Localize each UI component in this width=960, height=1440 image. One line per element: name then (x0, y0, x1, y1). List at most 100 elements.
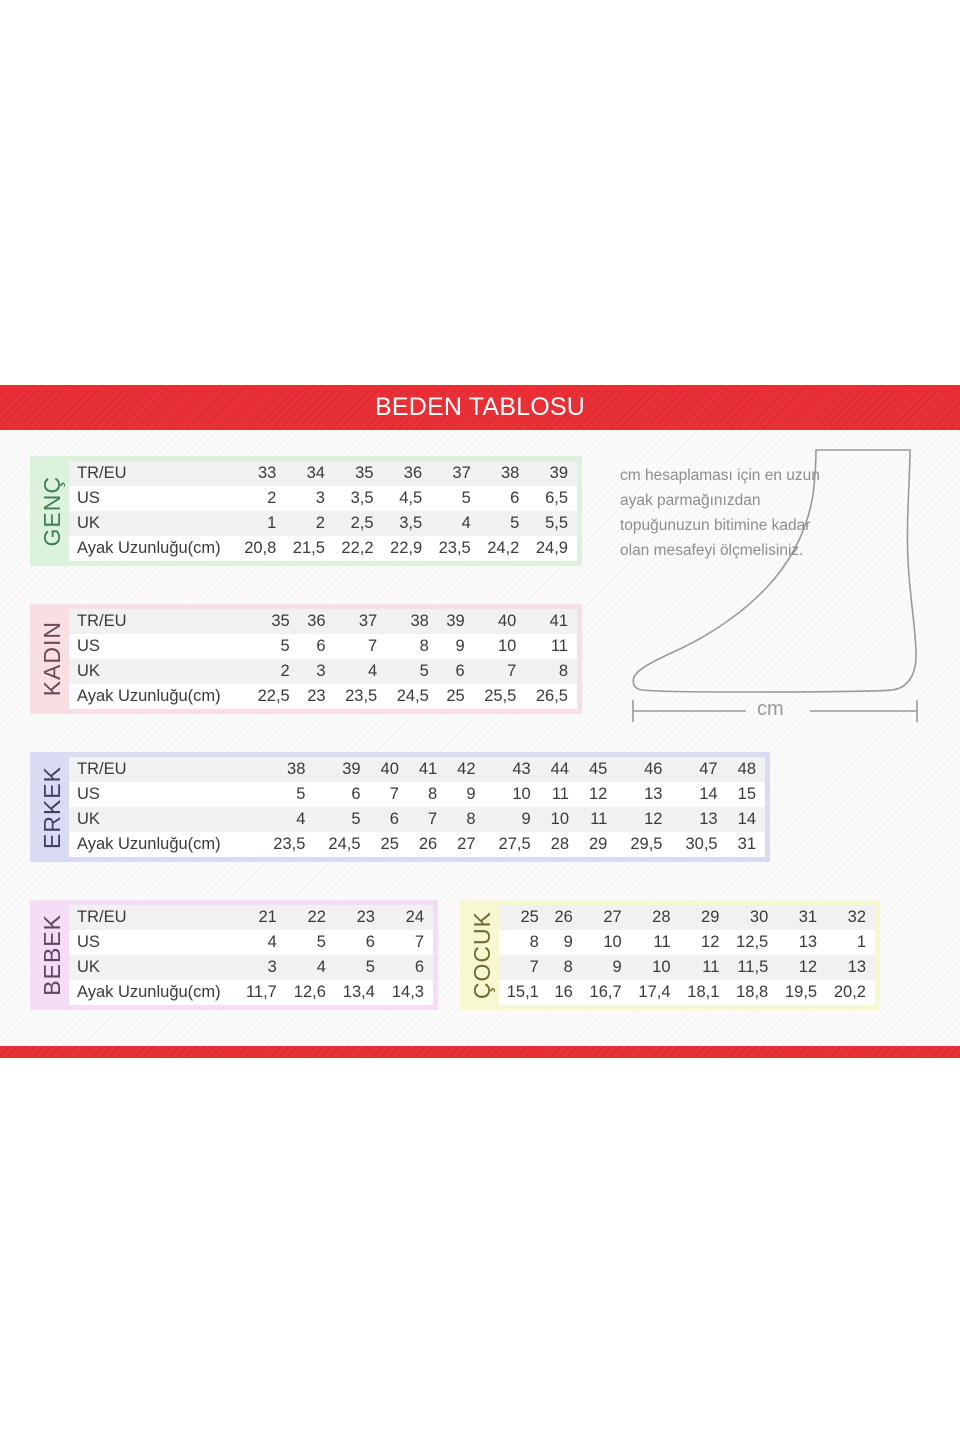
chart-footer-bar (0, 1046, 960, 1058)
size-cell: 48 (726, 757, 765, 782)
size-cell: 9 (446, 782, 485, 807)
size-cell: 23,5 (334, 684, 387, 709)
size-cell: 39 (314, 757, 370, 782)
size-cell: 6 (479, 486, 529, 511)
size-cell: 27 (446, 832, 485, 857)
size-cell: 2 (285, 511, 334, 536)
size-cell: 3 (298, 659, 335, 684)
size-cell: 24 (383, 905, 433, 930)
size-cell: 4 (334, 659, 387, 684)
size-cell: 8 (499, 930, 548, 955)
size-cell: 38 (386, 609, 438, 634)
size-cell: 41 (525, 609, 577, 634)
size-cell: 11,7 (238, 980, 286, 1005)
size-cell: 4 (431, 511, 480, 536)
row-label: US (69, 930, 239, 955)
size-cell: 5 (431, 486, 480, 511)
size-cell: 24,5 (314, 832, 370, 857)
size-cell: 7 (407, 807, 447, 832)
size-cell: 25,5 (473, 684, 526, 709)
size-cell: 21,5 (285, 536, 334, 561)
size-cell: 24,2 (479, 536, 529, 561)
size-cell: 4,5 (382, 486, 432, 511)
table-row: UK 2 3 4 5 6 7 8 (69, 659, 577, 684)
size-cell: 11 (539, 782, 578, 807)
size-cell: 26 (407, 832, 447, 857)
size-cell: 14,3 (383, 980, 433, 1005)
size-cell: 13 (826, 955, 875, 980)
size-cell: 8 (446, 807, 485, 832)
size-cell: 9 (484, 807, 540, 832)
size-cell: 22 (285, 905, 335, 930)
size-cell: 7 (499, 955, 548, 980)
category-label-text: KADIN (38, 621, 65, 697)
size-cell: 8 (525, 659, 577, 684)
size-cell: 3,5 (333, 486, 383, 511)
size-cell: 20,8 (236, 536, 286, 561)
row-label: TR/EU (69, 609, 248, 634)
size-cell: 5,5 (528, 511, 577, 536)
size-cell: 10 (484, 782, 540, 807)
size-cell: 25 (499, 905, 548, 930)
size-cell: 29 (578, 832, 617, 857)
size-cell: 4 (238, 930, 286, 955)
category-label-text: ERKEK (38, 765, 65, 849)
row-label: TR/EU (69, 757, 260, 782)
size-cell: 13,4 (334, 980, 384, 1005)
size-cell: 10 (539, 807, 578, 832)
size-cell: 7 (369, 782, 408, 807)
page-title: BEDEN TABLOSU (374, 393, 586, 421)
size-cell: 6 (383, 955, 433, 980)
size-cell: 33 (236, 461, 286, 486)
size-cell: 36 (298, 609, 335, 634)
size-cell: 7 (383, 930, 433, 955)
size-cell: 15,1 (499, 980, 548, 1005)
table-row: 7 8 9 10 11 11,5 12 13 (499, 955, 875, 980)
size-cell: 13 (616, 782, 672, 807)
size-cell: 35 (333, 461, 383, 486)
category-label-text: BEBEK (38, 914, 65, 996)
size-cell: 11 (525, 634, 577, 659)
size-cell: 26,5 (525, 684, 577, 709)
table-row: Ayak Uzunluğu(cm) 11,7 12,6 13,4 14,3 (69, 980, 433, 1005)
row-label: Ayak Uzunluğu(cm) (69, 536, 237, 561)
size-cell: 43 (484, 757, 540, 782)
size-cell: 27,5 (484, 832, 540, 857)
measurement-instructions: cm hesaplaması için en uzun ayak parmağı… (620, 467, 820, 559)
size-cell: 6 (437, 659, 474, 684)
size-cell: 5 (479, 511, 529, 536)
size-cell: 10 (581, 930, 631, 955)
size-cell: 10 (630, 955, 680, 980)
size-cell: 13 (777, 930, 827, 955)
row-label: Ayak Uzunluğu(cm) (69, 980, 239, 1005)
size-cell: 18,1 (679, 980, 729, 1005)
table-row: TR/EU 38 39 40 41 42 43 44 45 46 47 48 (69, 757, 765, 782)
category-label-kadin: KADIN (35, 609, 69, 709)
table-row: Ayak Uzunluğu(cm) 23,5 24,5 25 26 27 27,5 28 29 2… (69, 832, 765, 857)
size-cell: 37 (431, 461, 480, 486)
size-cell: 29,5 (616, 832, 672, 857)
size-cell: 39 (528, 461, 577, 486)
size-cell: 32 (826, 905, 875, 930)
size-cell: 5 (314, 807, 370, 832)
size-cell: 19,5 (777, 980, 827, 1005)
size-cell: 12 (777, 955, 827, 980)
size-cell: 5 (259, 782, 315, 807)
size-cell: 11,5 (728, 955, 778, 980)
size-cell: 16 (547, 980, 582, 1005)
row-label: UK (69, 807, 260, 832)
size-cell: 23,5 (259, 832, 315, 857)
size-cell: 27 (581, 905, 631, 930)
size-cell: 30 (728, 905, 778, 930)
table-row: US 4 5 6 7 (69, 930, 433, 955)
row-label: UK (69, 659, 248, 684)
size-cell: 13 (671, 807, 727, 832)
row-label: UK (69, 955, 239, 980)
size-cell: 8 (407, 782, 447, 807)
size-cell: 6 (314, 782, 370, 807)
size-table-erkek: ERKEK TR/EU 38 39 40 41 42 43 44 45 46 47 48 US 5 6 7 8 9 1… (30, 752, 770, 862)
size-cell: 47 (671, 757, 727, 782)
table-row: Ayak Uzunluğu(cm) 20,8 21,5 22,2 22,9 23,5 24,… (69, 536, 577, 561)
size-cell: 24,9 (528, 536, 577, 561)
